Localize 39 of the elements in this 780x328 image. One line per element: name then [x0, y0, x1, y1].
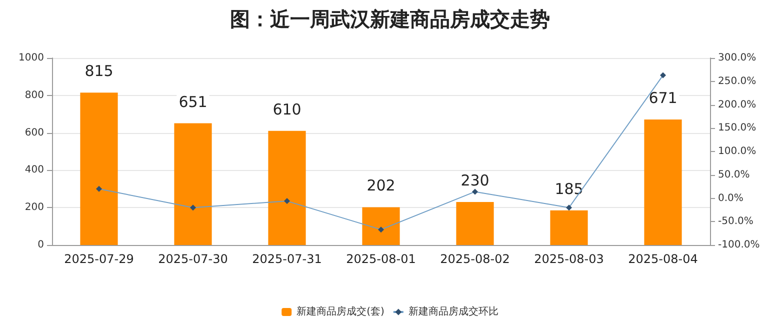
x-tick-label: 2025-07-29	[64, 252, 134, 266]
x-tick-label: 2025-08-03	[534, 252, 604, 266]
y-tick-label: 200	[24, 202, 44, 214]
x-tick-label: 2025-08-02	[440, 252, 510, 266]
y2-tick-label: 150.0%	[718, 122, 756, 134]
data-label: 185	[554, 180, 584, 198]
x-tick-label: 2025-08-04	[628, 252, 698, 266]
bar	[268, 130, 306, 245]
x-tick-label: 2025-07-30	[158, 252, 228, 266]
data-label: 671	[648, 89, 678, 108]
bar	[80, 92, 118, 245]
y2-tick-label: 250.0%	[718, 76, 756, 87]
y2-tick-label: -100.0%	[718, 240, 760, 250]
y2-tick-label: 200.0%	[718, 99, 756, 110]
x-tick-label: 2025-08-01	[346, 252, 416, 266]
legend-label: 新建商品房成交(套)	[296, 306, 384, 318]
y2-tick-label: 100.0%	[718, 146, 756, 157]
y-tick-label: 800	[24, 90, 44, 101]
bar	[550, 210, 588, 245]
y-tick-label: 1000	[18, 52, 44, 64]
bar	[362, 207, 400, 245]
y2-tick-label: 300.0%	[718, 52, 756, 64]
y2-tick-label: 50.0%	[718, 169, 750, 180]
data-label: 202	[366, 176, 396, 195]
data-label: 610	[272, 100, 302, 118]
data-label: 230	[460, 171, 490, 190]
y-tick-label: 0	[38, 240, 44, 250]
y2-tick-label: 0.0%	[718, 192, 744, 204]
y2-tick-label: -50.0%	[718, 216, 754, 228]
legend-label: 新建商品房成交环比	[408, 306, 498, 318]
y-tick-label: 600	[24, 127, 44, 138]
data-label: 815	[84, 62, 114, 80]
chart-title: 图：近一周武汉新建商品房成交走势	[230, 7, 550, 31]
data-label: 651	[178, 92, 208, 111]
bar	[456, 202, 494, 245]
bar	[174, 123, 212, 245]
y-tick-label: 400	[24, 164, 44, 176]
bar	[644, 120, 682, 245]
x-tick-label: 2025-07-31	[252, 252, 322, 266]
